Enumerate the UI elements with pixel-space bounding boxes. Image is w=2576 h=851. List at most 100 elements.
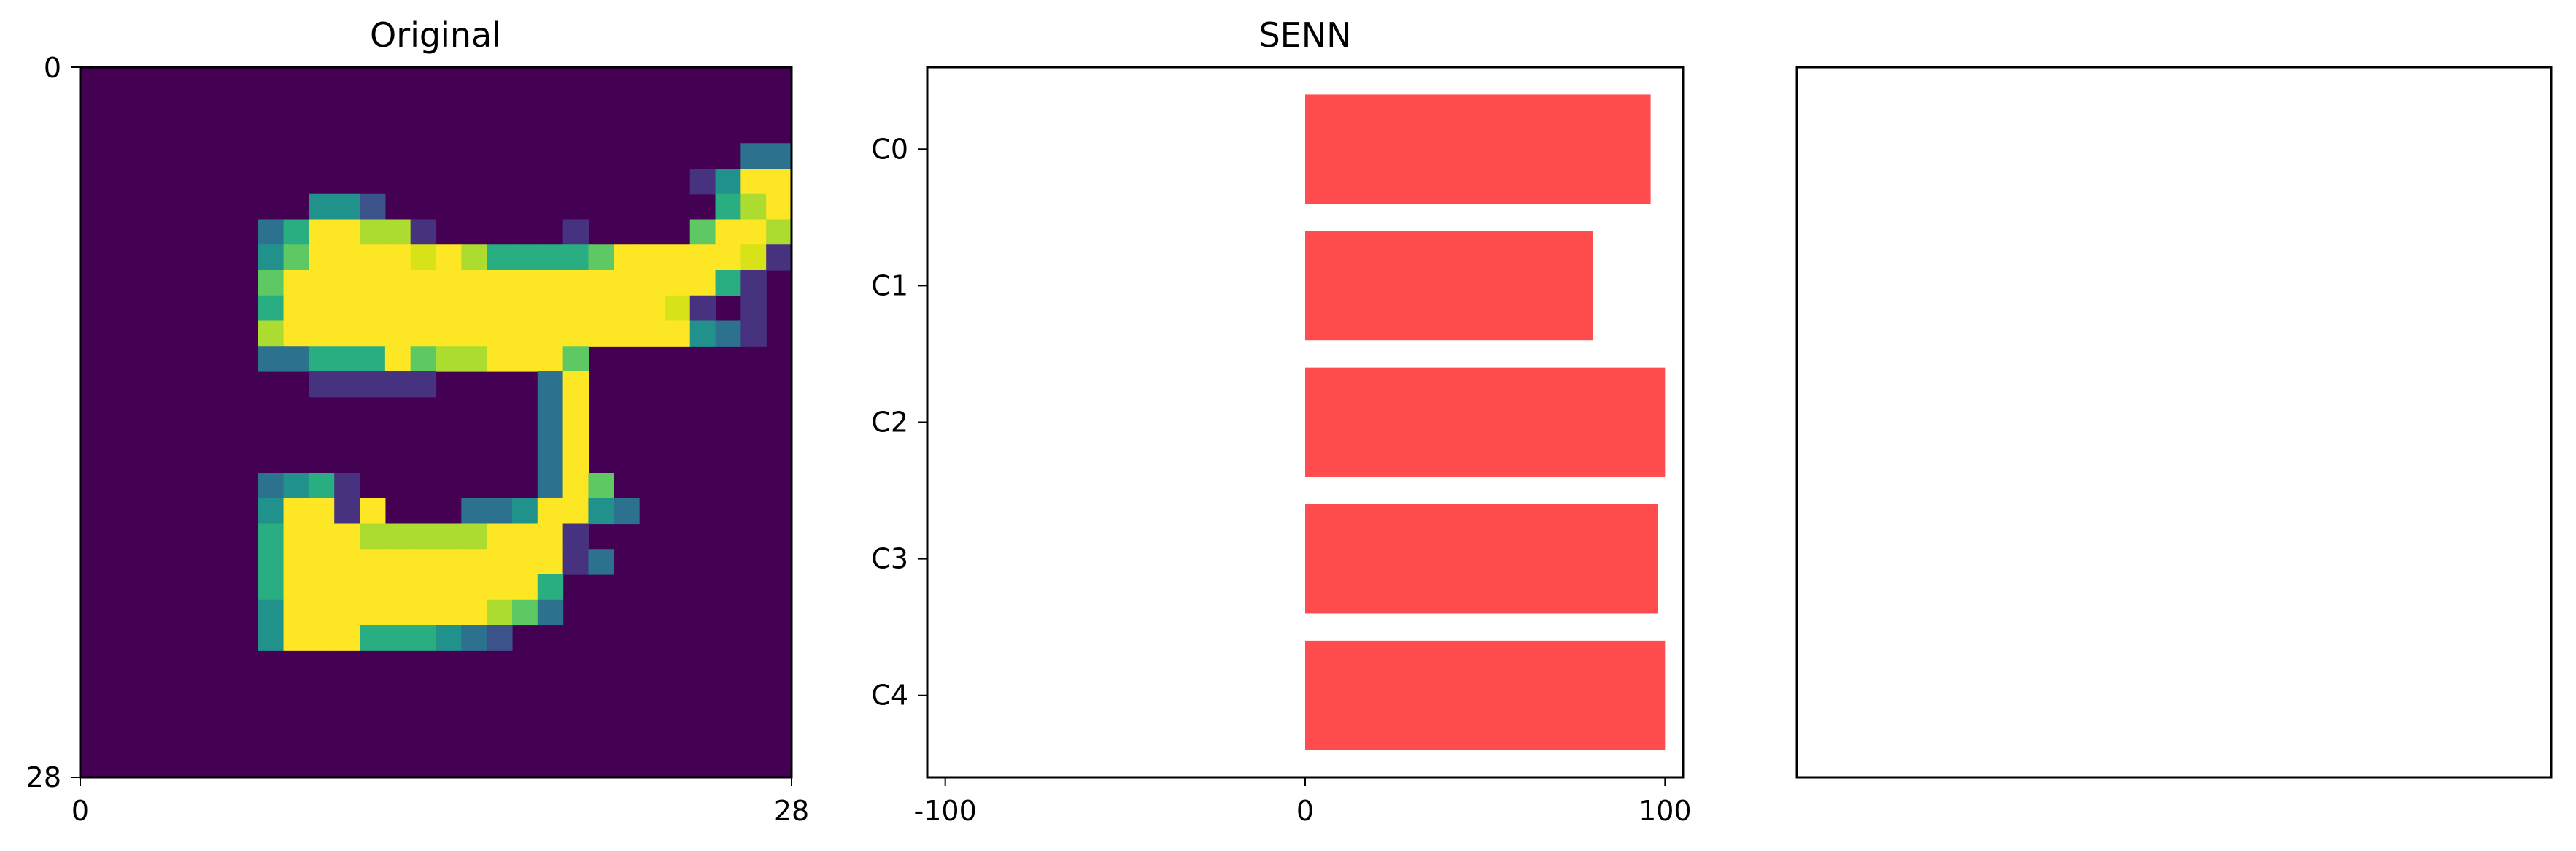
image-pixel <box>436 320 462 347</box>
image-pixel <box>639 270 665 296</box>
image-pixel <box>588 270 614 296</box>
image-pixel <box>664 320 691 347</box>
image-pixel <box>384 523 411 550</box>
image-pixel <box>562 447 589 474</box>
image-pixel <box>664 295 691 322</box>
panel-empty <box>1795 66 2553 779</box>
image-pixel <box>258 320 285 347</box>
image-pixel <box>511 498 538 525</box>
image-pixel <box>461 498 487 525</box>
image-pixel <box>614 270 640 296</box>
image-pixel <box>309 473 335 499</box>
image-pixel <box>334 549 360 575</box>
image-pixel <box>588 244 614 271</box>
image-pixel <box>689 244 716 271</box>
image-pixel <box>334 219 360 245</box>
image-pixel <box>410 320 437 347</box>
image-pixel <box>689 270 716 296</box>
image-pixel <box>360 625 386 651</box>
image-axis-ticks: 0 28 0 28 <box>26 52 810 827</box>
image-pixel <box>283 320 309 347</box>
image-pixel <box>537 295 564 322</box>
image-pixel <box>715 320 741 347</box>
image-pixel <box>639 244 665 271</box>
x-tick-label-28: 28 <box>774 795 809 827</box>
image-pixel <box>334 523 360 550</box>
image-pixel <box>487 523 513 550</box>
image-pixel <box>740 295 767 322</box>
bar-c4 <box>1305 640 1666 750</box>
image-pixel <box>614 295 640 322</box>
empty-frame <box>1795 66 2553 779</box>
image-pixel <box>360 599 386 626</box>
image-pixel <box>461 574 487 601</box>
image-pixel <box>334 498 360 525</box>
image-pixel <box>436 244 462 271</box>
image-pixel <box>360 574 386 601</box>
image-pixel <box>258 295 285 322</box>
panel-senn-title: SENN <box>1258 15 1351 55</box>
image-pixel <box>309 219 335 245</box>
image-pixel <box>740 169 767 195</box>
image-pixel <box>258 599 285 626</box>
image-pixel <box>258 244 285 271</box>
image-heatmap <box>80 67 792 777</box>
y-tick-label-0: 0 <box>44 52 61 84</box>
image-pixel <box>487 549 513 575</box>
image-pixel <box>283 346 309 372</box>
image-pixel <box>436 295 462 322</box>
bar-c0 <box>1305 94 1651 204</box>
y-tick-label-c4: C4 <box>871 679 908 712</box>
image-pixel <box>487 320 513 347</box>
image-pixel <box>384 320 411 347</box>
image-pixel <box>283 574 309 601</box>
image-pixel <box>461 523 487 550</box>
image-pixel <box>283 625 309 651</box>
bar-c3 <box>1305 504 1658 614</box>
image-pixel <box>461 295 487 322</box>
image-pixel <box>360 371 386 398</box>
image-pixel <box>511 523 538 550</box>
image-pixel <box>715 193 741 220</box>
image-pixel <box>436 574 462 601</box>
image-pixel <box>410 219 437 245</box>
image-pixel <box>511 574 538 601</box>
image-pixel <box>410 549 437 575</box>
image-pixel <box>384 574 411 601</box>
image-pixel <box>664 244 691 271</box>
image-pixel <box>487 270 513 296</box>
image-pixel <box>562 549 589 575</box>
image-pixel <box>436 523 462 550</box>
image-pixel <box>511 599 538 626</box>
image-pixel <box>511 244 538 271</box>
x-tick-label: -100 <box>914 795 977 827</box>
image-pixel <box>360 244 386 271</box>
image-pixel <box>309 295 335 322</box>
image-pixel <box>461 320 487 347</box>
image-pixel <box>283 549 309 575</box>
y-tick-label-c0: C0 <box>871 133 908 165</box>
image-pixel <box>487 625 513 651</box>
image-pixel <box>740 193 767 220</box>
image-pixel <box>740 143 767 169</box>
image-pixel <box>309 371 335 398</box>
panel-original: Original 0 28 0 28 <box>26 15 810 827</box>
image-pixel <box>334 371 360 398</box>
image-pixel <box>562 244 589 271</box>
image-pixel <box>588 320 614 347</box>
image-pixel <box>360 270 386 296</box>
image-pixel <box>537 574 564 601</box>
image-pixel <box>334 473 360 499</box>
image-pixel <box>309 498 335 525</box>
image-pixel <box>715 219 741 245</box>
image-pixel <box>461 599 487 626</box>
image-pixel <box>309 549 335 575</box>
image-pixel <box>258 625 285 651</box>
image-pixel <box>410 270 437 296</box>
image-pixel <box>537 447 564 474</box>
image-pixel <box>309 625 335 651</box>
image-pixel <box>740 244 767 271</box>
image-pixel <box>360 549 386 575</box>
image-pixel <box>766 193 792 220</box>
image-pixel <box>511 549 538 575</box>
